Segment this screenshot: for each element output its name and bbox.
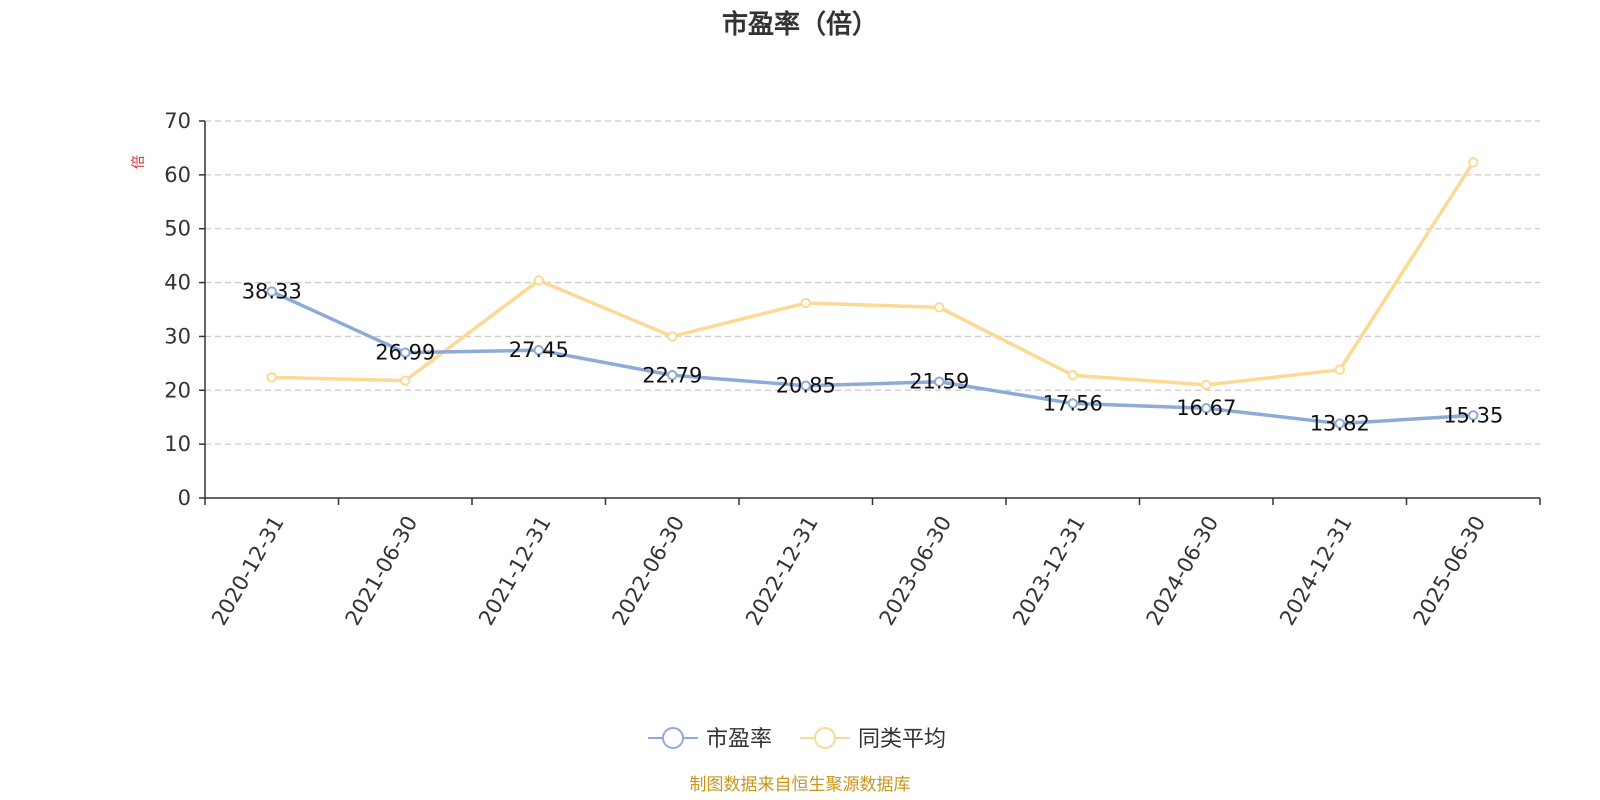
data-source-note: 制图数据来自恒生聚源数据库 bbox=[690, 775, 911, 795]
data-point[interactable] bbox=[1334, 418, 1345, 429]
x-tick-label: 2022-06-30 bbox=[608, 512, 690, 630]
data-point[interactable] bbox=[800, 297, 811, 309]
y-tick-label: 60 bbox=[164, 163, 191, 187]
data-labels: 38.33 26.99 27.45 22.79 20.85 21.59 17.56 16.67… bbox=[242, 280, 1504, 436]
data-point[interactable] bbox=[1067, 370, 1078, 381]
data-label: 16.67 bbox=[1176, 396, 1236, 420]
data-point[interactable] bbox=[1334, 364, 1345, 376]
x-tick-label: 2024-06-30 bbox=[1142, 512, 1224, 630]
legend-marker bbox=[814, 727, 836, 749]
y-tick-label: 10 bbox=[164, 432, 191, 456]
y-tick-label: 30 bbox=[164, 324, 191, 348]
data-point[interactable] bbox=[667, 331, 678, 342]
data-point[interactable] bbox=[400, 347, 411, 358]
data-label: 27.45 bbox=[509, 338, 569, 362]
data-point[interactable] bbox=[400, 375, 411, 386]
legend-label: 同类平均 bbox=[858, 727, 946, 752]
y-tick-label: 0 bbox=[178, 486, 191, 510]
series-line bbox=[271, 161, 1475, 387]
x-tick-label: 2025-06-30 bbox=[1409, 512, 1491, 630]
data-point[interactable] bbox=[266, 286, 277, 297]
data-point[interactable] bbox=[533, 275, 544, 286]
y-tick-label: 40 bbox=[164, 271, 191, 295]
x-tick-label: 2022-12-31 bbox=[741, 512, 823, 630]
data-point[interactable] bbox=[1201, 379, 1212, 391]
x-tick-label: 2023-12-31 bbox=[1008, 512, 1090, 630]
data-label: 21.59 bbox=[909, 370, 969, 394]
x-tick-label: 2021-06-30 bbox=[341, 512, 423, 630]
legend-label: 市盈率 bbox=[706, 727, 772, 752]
data-label: 26.99 bbox=[375, 341, 435, 365]
data-point[interactable] bbox=[1067, 398, 1078, 409]
data-point[interactable] bbox=[266, 372, 277, 383]
data-point[interactable] bbox=[934, 376, 945, 387]
legend-marker bbox=[662, 727, 684, 749]
data-label: 38.33 bbox=[242, 280, 302, 304]
data-point[interactable] bbox=[1468, 157, 1479, 168]
data-point[interactable] bbox=[533, 344, 544, 356]
x-tick-label: 2023-06-30 bbox=[875, 512, 957, 630]
data-label: 22.79 bbox=[642, 363, 702, 387]
legend[interactable]: 市盈率 同类平均 bbox=[648, 727, 946, 752]
chart-title: 市盈率（倍） bbox=[722, 9, 878, 40]
data-point[interactable] bbox=[934, 302, 945, 313]
data-point[interactable] bbox=[800, 380, 811, 391]
x-tick-label: 2021-12-31 bbox=[474, 512, 556, 630]
grid-lines bbox=[205, 120, 1540, 445]
data-point[interactable] bbox=[1201, 403, 1212, 414]
x-tick-label: 2024-12-31 bbox=[1275, 512, 1357, 630]
series-lines bbox=[266, 157, 1479, 429]
data-label: 15.35 bbox=[1443, 403, 1503, 427]
data-label: 13.82 bbox=[1310, 412, 1370, 436]
x-tick-label: 2020-12-31 bbox=[207, 512, 289, 630]
y-tick-label: 70 bbox=[164, 109, 191, 133]
legend-item[interactable]: 市盈率 bbox=[648, 727, 772, 752]
series-line bbox=[271, 289, 1474, 426]
legend-item[interactable]: 同类平均 bbox=[800, 727, 946, 752]
data-point[interactable] bbox=[667, 370, 678, 381]
y-tick-label: 20 bbox=[164, 378, 191, 402]
y-axis-unit-label: 倍 bbox=[131, 155, 147, 169]
data-label: 20.85 bbox=[776, 374, 836, 398]
data-point[interactable] bbox=[1468, 410, 1479, 421]
data-label: 17.56 bbox=[1043, 391, 1103, 415]
y-tick-label: 50 bbox=[164, 217, 191, 241]
